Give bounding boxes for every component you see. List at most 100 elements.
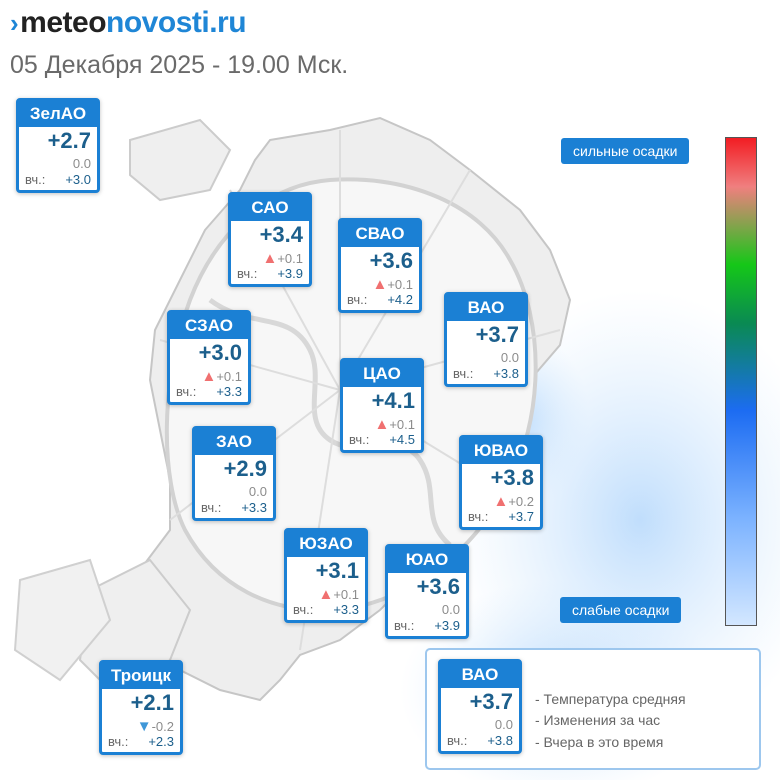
district-card-vao[interactable]: ВАО +3.7 0.0 вч.: +3.8 — [444, 292, 528, 387]
hourly-change: 0.0 — [501, 350, 519, 365]
district-card-troitsk[interactable]: Троицк +2.1 ▼-0.2 вч.: +2.3 — [99, 660, 183, 755]
district-card-yuzao[interactable]: ЮЗАО +3.1 ▲+0.1 вч.: +3.3 — [284, 528, 368, 623]
change-value: -0.2 — [151, 719, 174, 734]
yesterday-label: вч.: — [394, 618, 415, 633]
new-moscow-area — [13, 558, 112, 682]
district-card-szao[interactable]: СЗАО +3.0 ▲+0.1 вч.: +3.3 — [167, 310, 251, 405]
change-value: +0.1 — [277, 251, 303, 266]
district-name: ЗАО — [195, 429, 273, 455]
hourly-change: ▲+0.1 — [374, 416, 415, 433]
hourly-change: 0.0 — [495, 717, 513, 732]
hourly-change: ▲+0.1 — [201, 368, 242, 385]
yesterday-value: +4.2 — [387, 292, 413, 307]
hourly-change: ▲+0.1 — [318, 586, 359, 603]
yesterday-label: вч.: — [237, 266, 258, 281]
district-name: ЗелАО — [19, 101, 97, 127]
hourly-change: 0.0 — [73, 156, 91, 171]
hourly-change: 0.0 — [442, 602, 460, 617]
change-value: 0.0 — [494, 717, 513, 732]
hourly-change: 0.0 — [249, 484, 267, 499]
strong-precip-label: сильные осадки — [561, 138, 690, 164]
logo-chevron-icon: › — [10, 8, 19, 38]
change-value: +0.1 — [216, 369, 242, 384]
yesterday-value: +3.3 — [216, 384, 242, 399]
district-name: ЦАО — [343, 361, 421, 387]
yesterday-value: +2.3 — [148, 734, 174, 749]
river — [208, 297, 452, 547]
trend-up-icon: ▲ — [372, 276, 388, 293]
yesterday-label: вч.: — [201, 500, 222, 515]
weak-precip-label: слабые осадки — [560, 597, 682, 623]
yesterday-label: вч.: — [25, 172, 46, 187]
yesterday-label: вч.: — [447, 733, 468, 748]
yesterday-value: +3.8 — [493, 366, 519, 381]
district-temp: +2.1 — [130, 690, 174, 715]
yesterday-value: +3.3 — [241, 500, 267, 515]
district-temp: +3.1 — [315, 558, 359, 583]
trend-up-icon: ▲ — [318, 586, 334, 603]
legend-line-change: - Изменения за час — [535, 712, 661, 728]
change-value: 0.0 — [441, 602, 460, 617]
district-card-sao[interactable]: САО +3.4 ▲+0.1 вч.: +3.9 — [228, 192, 312, 287]
district-temp: +2.7 — [47, 128, 91, 153]
district-name: СЗАО — [170, 313, 248, 339]
trend-down-icon: ▼ — [136, 718, 152, 735]
district-temp: +2.9 — [223, 456, 267, 481]
hourly-change: ▲+0.2 — [493, 493, 534, 510]
district-card-zelao[interactable]: ЗелАО +2.7 0.0 вч.: +3.0 — [16, 98, 100, 193]
change-value: 0.0 — [248, 484, 267, 499]
trend-up-icon: ▲ — [493, 493, 509, 510]
change-value: 0.0 — [72, 156, 91, 171]
yesterday-value: +3.9 — [277, 266, 303, 281]
change-value: +0.2 — [508, 494, 534, 509]
yesterday-label: вч.: — [293, 602, 314, 617]
district-card-cao[interactable]: ЦАО +4.1 ▲+0.1 вч.: +4.5 — [340, 358, 424, 453]
district-name: САО — [231, 195, 309, 221]
yesterday-label: вч.: — [453, 366, 474, 381]
change-value: +0.1 — [333, 587, 359, 602]
yesterday-value: +3.3 — [333, 602, 359, 617]
yesterday-value: +3.8 — [487, 733, 513, 748]
district-temp: +3.6 — [416, 574, 460, 599]
zelenograd-area — [129, 118, 232, 202]
logo-text-novosti: novosti.ru — [106, 6, 247, 39]
legend-sample-card: ВАО +3.7 0.0 вч.: +3.8 — [438, 659, 522, 754]
district-name: Троицк — [102, 663, 180, 689]
district-name: ЮВАО — [462, 438, 540, 464]
yesterday-value: +4.5 — [389, 432, 415, 447]
yesterday-value: +3.0 — [65, 172, 91, 187]
yesterday-label: вч.: — [176, 384, 197, 399]
hourly-change: ▲+0.1 — [372, 276, 413, 293]
site-logo[interactable]: ›meteonovosti.ru — [10, 6, 247, 40]
hourly-change: ▼-0.2 — [137, 718, 174, 735]
yesterday-label: вч.: — [468, 509, 489, 524]
district-temp: +3.0 — [198, 340, 242, 365]
change-value: +0.1 — [389, 417, 415, 432]
district-name: ЮАО — [388, 547, 466, 573]
district-temp: +3.7 — [469, 689, 513, 714]
district-temp: +4.1 — [371, 388, 415, 413]
trend-up-icon: ▲ — [262, 250, 278, 267]
district-card-svao[interactable]: СВАО +3.6 ▲+0.1 вч.: +4.2 — [338, 218, 422, 313]
change-value: +0.1 — [387, 277, 413, 292]
date-time-line: 05 Декабря 2025 - 19.00 Мск. — [10, 51, 349, 79]
district-card-yuvao[interactable]: ЮВАО +3.8 ▲+0.2 вч.: +3.7 — [459, 435, 543, 530]
yesterday-value: +3.9 — [434, 618, 460, 633]
precipitation-scale-bar — [725, 137, 757, 626]
district-card-yuao[interactable]: ЮАО +3.6 0.0 вч.: +3.9 — [385, 544, 469, 639]
legend-line-temp: - Температура средняя — [535, 691, 686, 707]
district-name: ВАО — [447, 295, 525, 321]
district-temp: +3.4 — [259, 222, 303, 247]
yesterday-label: вч.: — [108, 734, 129, 749]
district-temp: +3.6 — [369, 248, 413, 273]
yesterday-value: +3.7 — [508, 509, 534, 524]
logo-text-meteo: meteo — [20, 6, 107, 39]
trend-up-icon: ▲ — [201, 368, 217, 385]
change-value: 0.0 — [500, 350, 519, 365]
legend-line-yesterday: - Вчера в это время — [535, 734, 664, 750]
district-temp: +3.8 — [490, 465, 534, 490]
district-card-zao[interactable]: ЗАО +2.9 0.0 вч.: +3.3 — [192, 426, 276, 521]
district-temp: +3.7 — [475, 322, 519, 347]
trend-up-icon: ▲ — [374, 416, 390, 433]
district-name: ВАО — [441, 662, 519, 688]
